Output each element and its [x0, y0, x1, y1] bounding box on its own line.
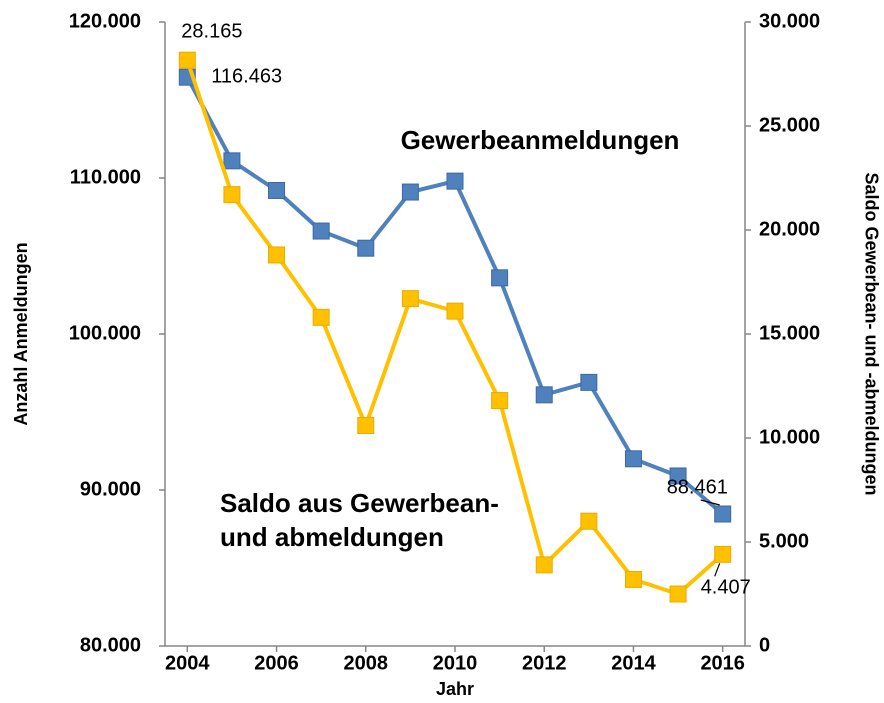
y-tick-label: 120.000 — [69, 10, 141, 32]
marker — [714, 545, 732, 563]
marker — [535, 386, 553, 404]
y-axis-title: Anzahl Anmeldungen — [11, 242, 31, 425]
leader-line — [700, 499, 720, 506]
annotation: und abmeldungen — [220, 522, 444, 552]
marker — [178, 51, 196, 69]
marker — [268, 181, 286, 199]
y2-tick-label: 0 — [759, 634, 770, 656]
y2-tick-label: 25.000 — [759, 114, 820, 136]
marker — [580, 373, 598, 391]
y2-tick-label: 5.000 — [759, 530, 809, 552]
annotation: Saldo aus Gewerbean- — [220, 488, 499, 518]
x-tick-label: 2006 — [254, 652, 299, 674]
value-label: 116.463 — [211, 65, 282, 87]
y2-tick-label: 15.000 — [759, 322, 820, 344]
y-tick-label: 80.000 — [80, 634, 141, 656]
value-label: 4.407 — [701, 577, 751, 599]
value-label: 88.461 — [667, 476, 728, 498]
y-tick-label: 110.000 — [70, 166, 141, 188]
marker — [669, 585, 687, 603]
marker — [401, 183, 419, 201]
y2-tick-label: 30.000 — [759, 10, 820, 32]
value-label: 28.165 — [181, 20, 242, 42]
marker — [223, 152, 241, 170]
marker — [580, 512, 598, 530]
leader-line — [714, 563, 721, 577]
marker — [268, 246, 286, 264]
marker — [357, 417, 375, 435]
annotation: Gewerbeanmeldungen — [401, 125, 680, 155]
y-tick-label: 100.000 — [69, 322, 141, 344]
marker — [491, 392, 509, 410]
marker — [446, 172, 464, 190]
marker — [312, 222, 330, 240]
x-tick-label: 2012 — [522, 652, 567, 674]
marker — [624, 570, 642, 588]
marker — [401, 290, 419, 308]
marker — [491, 269, 509, 287]
y2-axis-title: Saldo Gewerbean- und -abmeldungen — [861, 172, 881, 495]
x-tick-label: 2010 — [433, 652, 478, 674]
marker — [624, 450, 642, 468]
x-tick-label: 2008 — [344, 652, 389, 674]
marker — [714, 505, 732, 523]
marker — [446, 302, 464, 320]
y-tick-label: 90.000 — [80, 478, 141, 500]
x-tick-label: 2004 — [165, 652, 210, 674]
x-axis-title: Jahr — [436, 679, 474, 699]
x-tick-label: 2016 — [700, 652, 745, 674]
marker — [669, 467, 687, 485]
marker — [535, 556, 553, 574]
marker — [312, 308, 330, 326]
y2-tick-label: 20.000 — [759, 218, 820, 240]
y2-tick-label: 10.000 — [759, 426, 820, 448]
x-tick-label: 2014 — [611, 652, 656, 674]
marker — [357, 239, 375, 257]
marker — [223, 186, 241, 204]
